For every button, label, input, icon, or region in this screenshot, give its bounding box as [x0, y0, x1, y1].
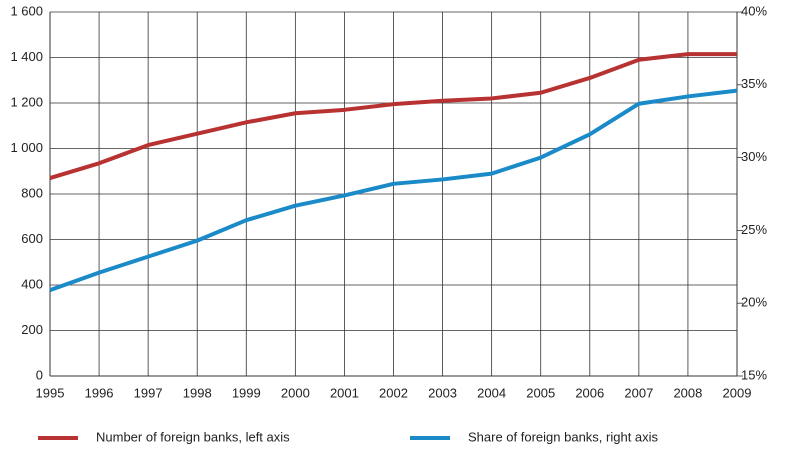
y2-tick-label: 15% [741, 367, 767, 382]
y2-tick-label: 20% [741, 295, 767, 310]
y-tick-label: 1 400 [10, 49, 43, 64]
y-tick-label: 1 200 [10, 94, 43, 109]
x-tick-label: 1995 [36, 385, 65, 400]
x-tick-label: 1998 [183, 385, 212, 400]
series-line [49, 88, 738, 292]
x-tick-label: 2002 [379, 385, 408, 400]
series-line [49, 52, 737, 180]
x-tick-label: 2006 [575, 385, 604, 400]
y-tick-label: 200 [21, 322, 43, 337]
y2-tick-label: 40% [741, 3, 767, 18]
y-tick-label: 600 [21, 231, 43, 246]
y2-tick-label: 35% [741, 76, 767, 91]
x-tick-label: 2005 [526, 385, 555, 400]
y-tick-label: 800 [21, 185, 43, 200]
x-tick-label: 2009 [723, 385, 752, 400]
x-tick-label: 1999 [232, 385, 261, 400]
y2-tick-label: 30% [741, 149, 767, 164]
x-tick-label: 2000 [281, 385, 310, 400]
x-tick-label: 2001 [330, 385, 359, 400]
y-tick-label: 1 600 [10, 3, 43, 18]
y-tick-label: 400 [21, 276, 43, 291]
x-tick-label: 2007 [624, 385, 653, 400]
x-tick-label: 2004 [477, 385, 506, 400]
legend-label: Number of foreign banks, left axis [96, 429, 290, 444]
y2-tick-label: 25% [741, 222, 767, 237]
x-tick-label: 2008 [673, 385, 702, 400]
x-tick-label: 1996 [85, 385, 114, 400]
y-tick-label: 0 [36, 367, 43, 382]
y-tick-label: 1 000 [10, 140, 43, 155]
x-tick-label: 1997 [134, 385, 163, 400]
legend-label: Share of foreign banks, right axis [468, 429, 659, 444]
x-tick-label: 2003 [428, 385, 457, 400]
